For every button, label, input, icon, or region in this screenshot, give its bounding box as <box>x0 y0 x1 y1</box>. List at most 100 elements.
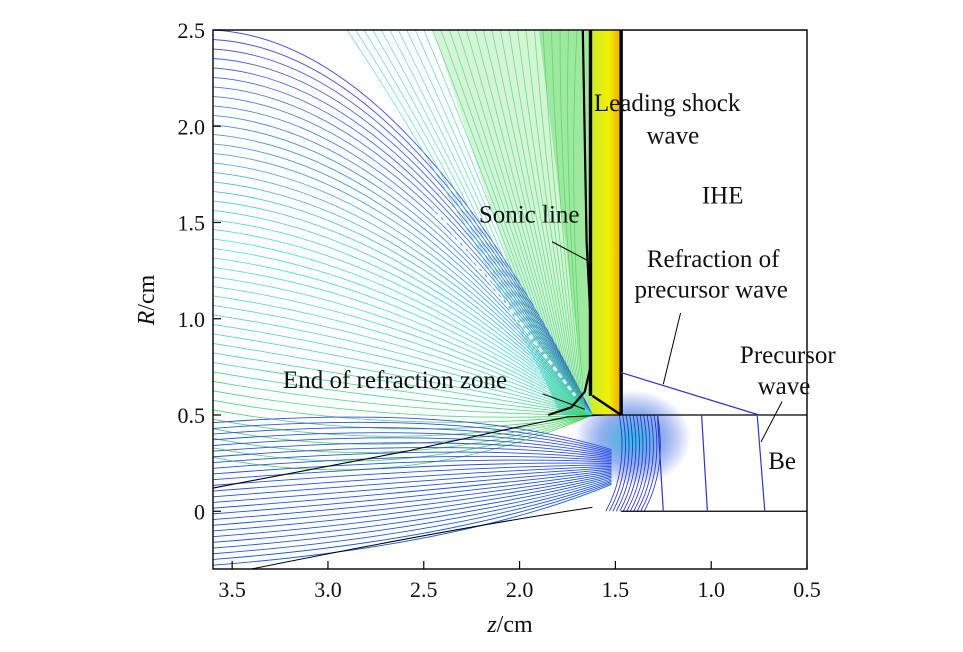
contour-line <box>534 30 581 416</box>
y-tick-label: 0 <box>194 499 205 524</box>
contour-line <box>414 30 569 416</box>
x-tick-label: 1.0 <box>697 577 725 602</box>
contour-line <box>213 472 612 521</box>
precursor-refraction-line <box>620 372 760 416</box>
sonic-line <box>547 30 592 417</box>
annotation-leader-line <box>760 401 783 443</box>
contour-line <box>397 30 568 416</box>
refraction-streak <box>432 206 577 397</box>
contour-line <box>355 30 563 416</box>
contour-line <box>448 30 573 416</box>
y-tick-label: 2.0 <box>178 114 206 139</box>
contour-line <box>629 414 647 512</box>
x-axis-unit: /cm <box>497 612 533 638</box>
contour-line <box>406 30 569 416</box>
annotation-label: Be <box>768 448 796 475</box>
contour-line <box>213 333 593 416</box>
contour-line <box>213 380 593 416</box>
annotation-label: wave <box>646 123 699 150</box>
contour-line <box>573 30 586 416</box>
y-axis-unit: /cm <box>134 274 160 310</box>
annotations: Leading shock wave IHE Sonic line Refraction… <box>283 90 836 475</box>
contour-line <box>213 475 612 532</box>
contour-line <box>213 285 593 416</box>
contour-line <box>525 30 581 416</box>
contour-line <box>213 414 593 437</box>
x-axis-title: z/cm <box>486 612 533 638</box>
contour-line <box>213 478 612 543</box>
contour-line <box>213 48 593 416</box>
y-tick-label: 1.0 <box>178 307 206 332</box>
contour-line <box>626 414 644 512</box>
contour-line <box>213 414 593 453</box>
contour-line <box>213 181 593 416</box>
contour-line <box>213 414 593 471</box>
contour-line <box>213 468 612 503</box>
contour-line <box>431 30 571 416</box>
y-axis-title: R/cm <box>134 274 160 326</box>
contour-line <box>213 247 593 416</box>
contour-line <box>213 467 612 498</box>
contour-line <box>567 30 585 416</box>
precursor-wave-line <box>656 414 664 512</box>
wave-features-layer <box>213 30 807 569</box>
plot-area <box>213 30 807 569</box>
contour-line <box>372 30 565 416</box>
contour-line <box>213 266 593 416</box>
contour-line <box>213 455 612 469</box>
contour-line <box>213 459 612 475</box>
contour-line <box>213 115 593 416</box>
contour-line <box>608 414 626 512</box>
axes-frame <box>212 29 808 570</box>
lower-boundary-line <box>251 506 593 569</box>
contour-line <box>213 414 593 445</box>
contour-line <box>440 30 572 416</box>
contour-line <box>213 437 612 456</box>
annotation-label: wave <box>758 373 811 400</box>
contour-line <box>213 427 612 453</box>
contour-line <box>213 464 612 486</box>
precursor-wave-line <box>701 414 708 512</box>
y-axis-var: R <box>134 310 160 326</box>
contour-line <box>213 162 593 416</box>
x-tick-label: 2.5 <box>410 577 438 602</box>
contour-line <box>491 30 577 416</box>
annotation-label: Leading shock <box>594 90 741 117</box>
contour-line <box>380 30 566 416</box>
contour-lines-layer <box>213 30 661 566</box>
axis-ticks: 3.5 3.0 2.5 2.0 1.5 1.0 0.5 0 0.5 1.0 1.5 2.0 2.5 <box>178 18 821 602</box>
contour-line <box>542 30 582 416</box>
contour-line <box>640 414 658 512</box>
contour-line <box>363 30 564 416</box>
contour-line <box>612 414 630 512</box>
contour-line <box>213 442 612 458</box>
contour-line <box>213 257 593 416</box>
annotation-label: End of refraction zone <box>283 367 507 394</box>
annotation-label: Refraction of <box>647 246 780 273</box>
contour-line <box>605 414 623 512</box>
contour-line <box>346 30 563 416</box>
contour-line <box>213 476 612 538</box>
contour-line <box>213 67 593 416</box>
contour-line <box>213 238 593 416</box>
contour-line <box>474 30 575 416</box>
contour-line <box>619 414 637 512</box>
contour-line <box>213 219 593 416</box>
contour-line <box>643 414 661 512</box>
contour-line <box>482 30 576 416</box>
plot-frame <box>212 29 808 570</box>
contour-line <box>213 105 593 416</box>
contour-line <box>615 414 633 512</box>
annotation-label: Sonic line <box>479 202 580 229</box>
contour-line <box>213 399 593 423</box>
annotation-label: precursor wave <box>634 277 787 304</box>
contour-line <box>213 414 593 462</box>
contour-line <box>213 481 612 555</box>
contour-line <box>213 86 593 416</box>
contour-line <box>213 124 593 416</box>
x-tick-label: 1.5 <box>602 577 630 602</box>
x-tick-label: 3.0 <box>314 577 342 602</box>
y-tick-label: 1.5 <box>178 211 206 236</box>
contour-line <box>213 39 593 416</box>
